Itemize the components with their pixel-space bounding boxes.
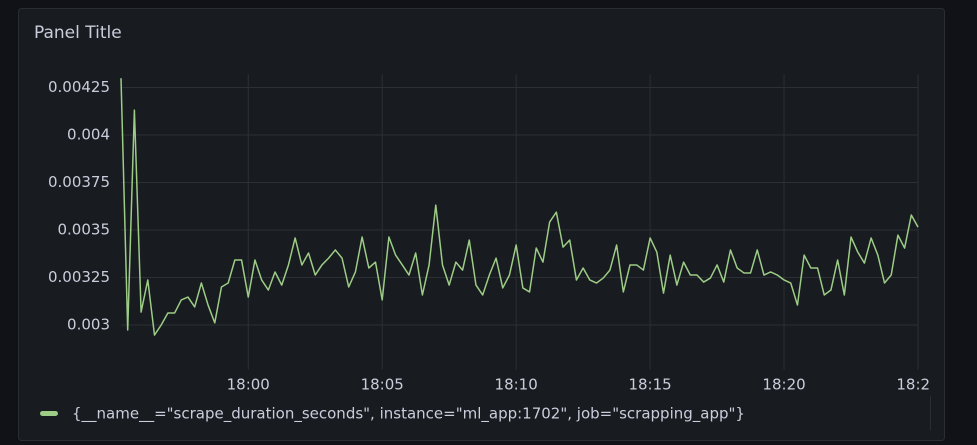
x-axis: 18:00 18:05 18:10 18:15 18:20 18:25 bbox=[227, 376, 939, 394]
x-tick-label: 18:15 bbox=[628, 376, 671, 394]
x-tick-label: 18:20 bbox=[762, 376, 805, 394]
legend-swatch bbox=[40, 411, 58, 416]
y-tick-label: 0.00425 bbox=[48, 78, 110, 96]
y-tick-label: 0.0035 bbox=[58, 221, 111, 239]
y-tick-label: 0.003 bbox=[67, 316, 110, 334]
grid bbox=[121, 74, 919, 370]
x-tick-label: 18:25 bbox=[896, 376, 939, 394]
panel bbox=[18, 8, 945, 441]
x-tick-label: 18:00 bbox=[227, 376, 270, 394]
x-tick-label: 18:10 bbox=[495, 376, 538, 394]
legend-label[interactable]: {__name__="scrape_duration_seconds", ins… bbox=[72, 405, 745, 424]
y-tick-label: 0.00325 bbox=[48, 268, 110, 286]
panel-title: Panel Title bbox=[34, 23, 122, 43]
x-tick-label: 18:05 bbox=[361, 376, 404, 394]
y-tick-label: 0.00375 bbox=[48, 173, 110, 191]
y-tick-label: 0.004 bbox=[67, 126, 110, 144]
plot: 0.003 0.00325 0.0035 0.00375 0.004 0.00425 bbox=[48, 78, 919, 336]
series-line bbox=[120, 78, 919, 336]
